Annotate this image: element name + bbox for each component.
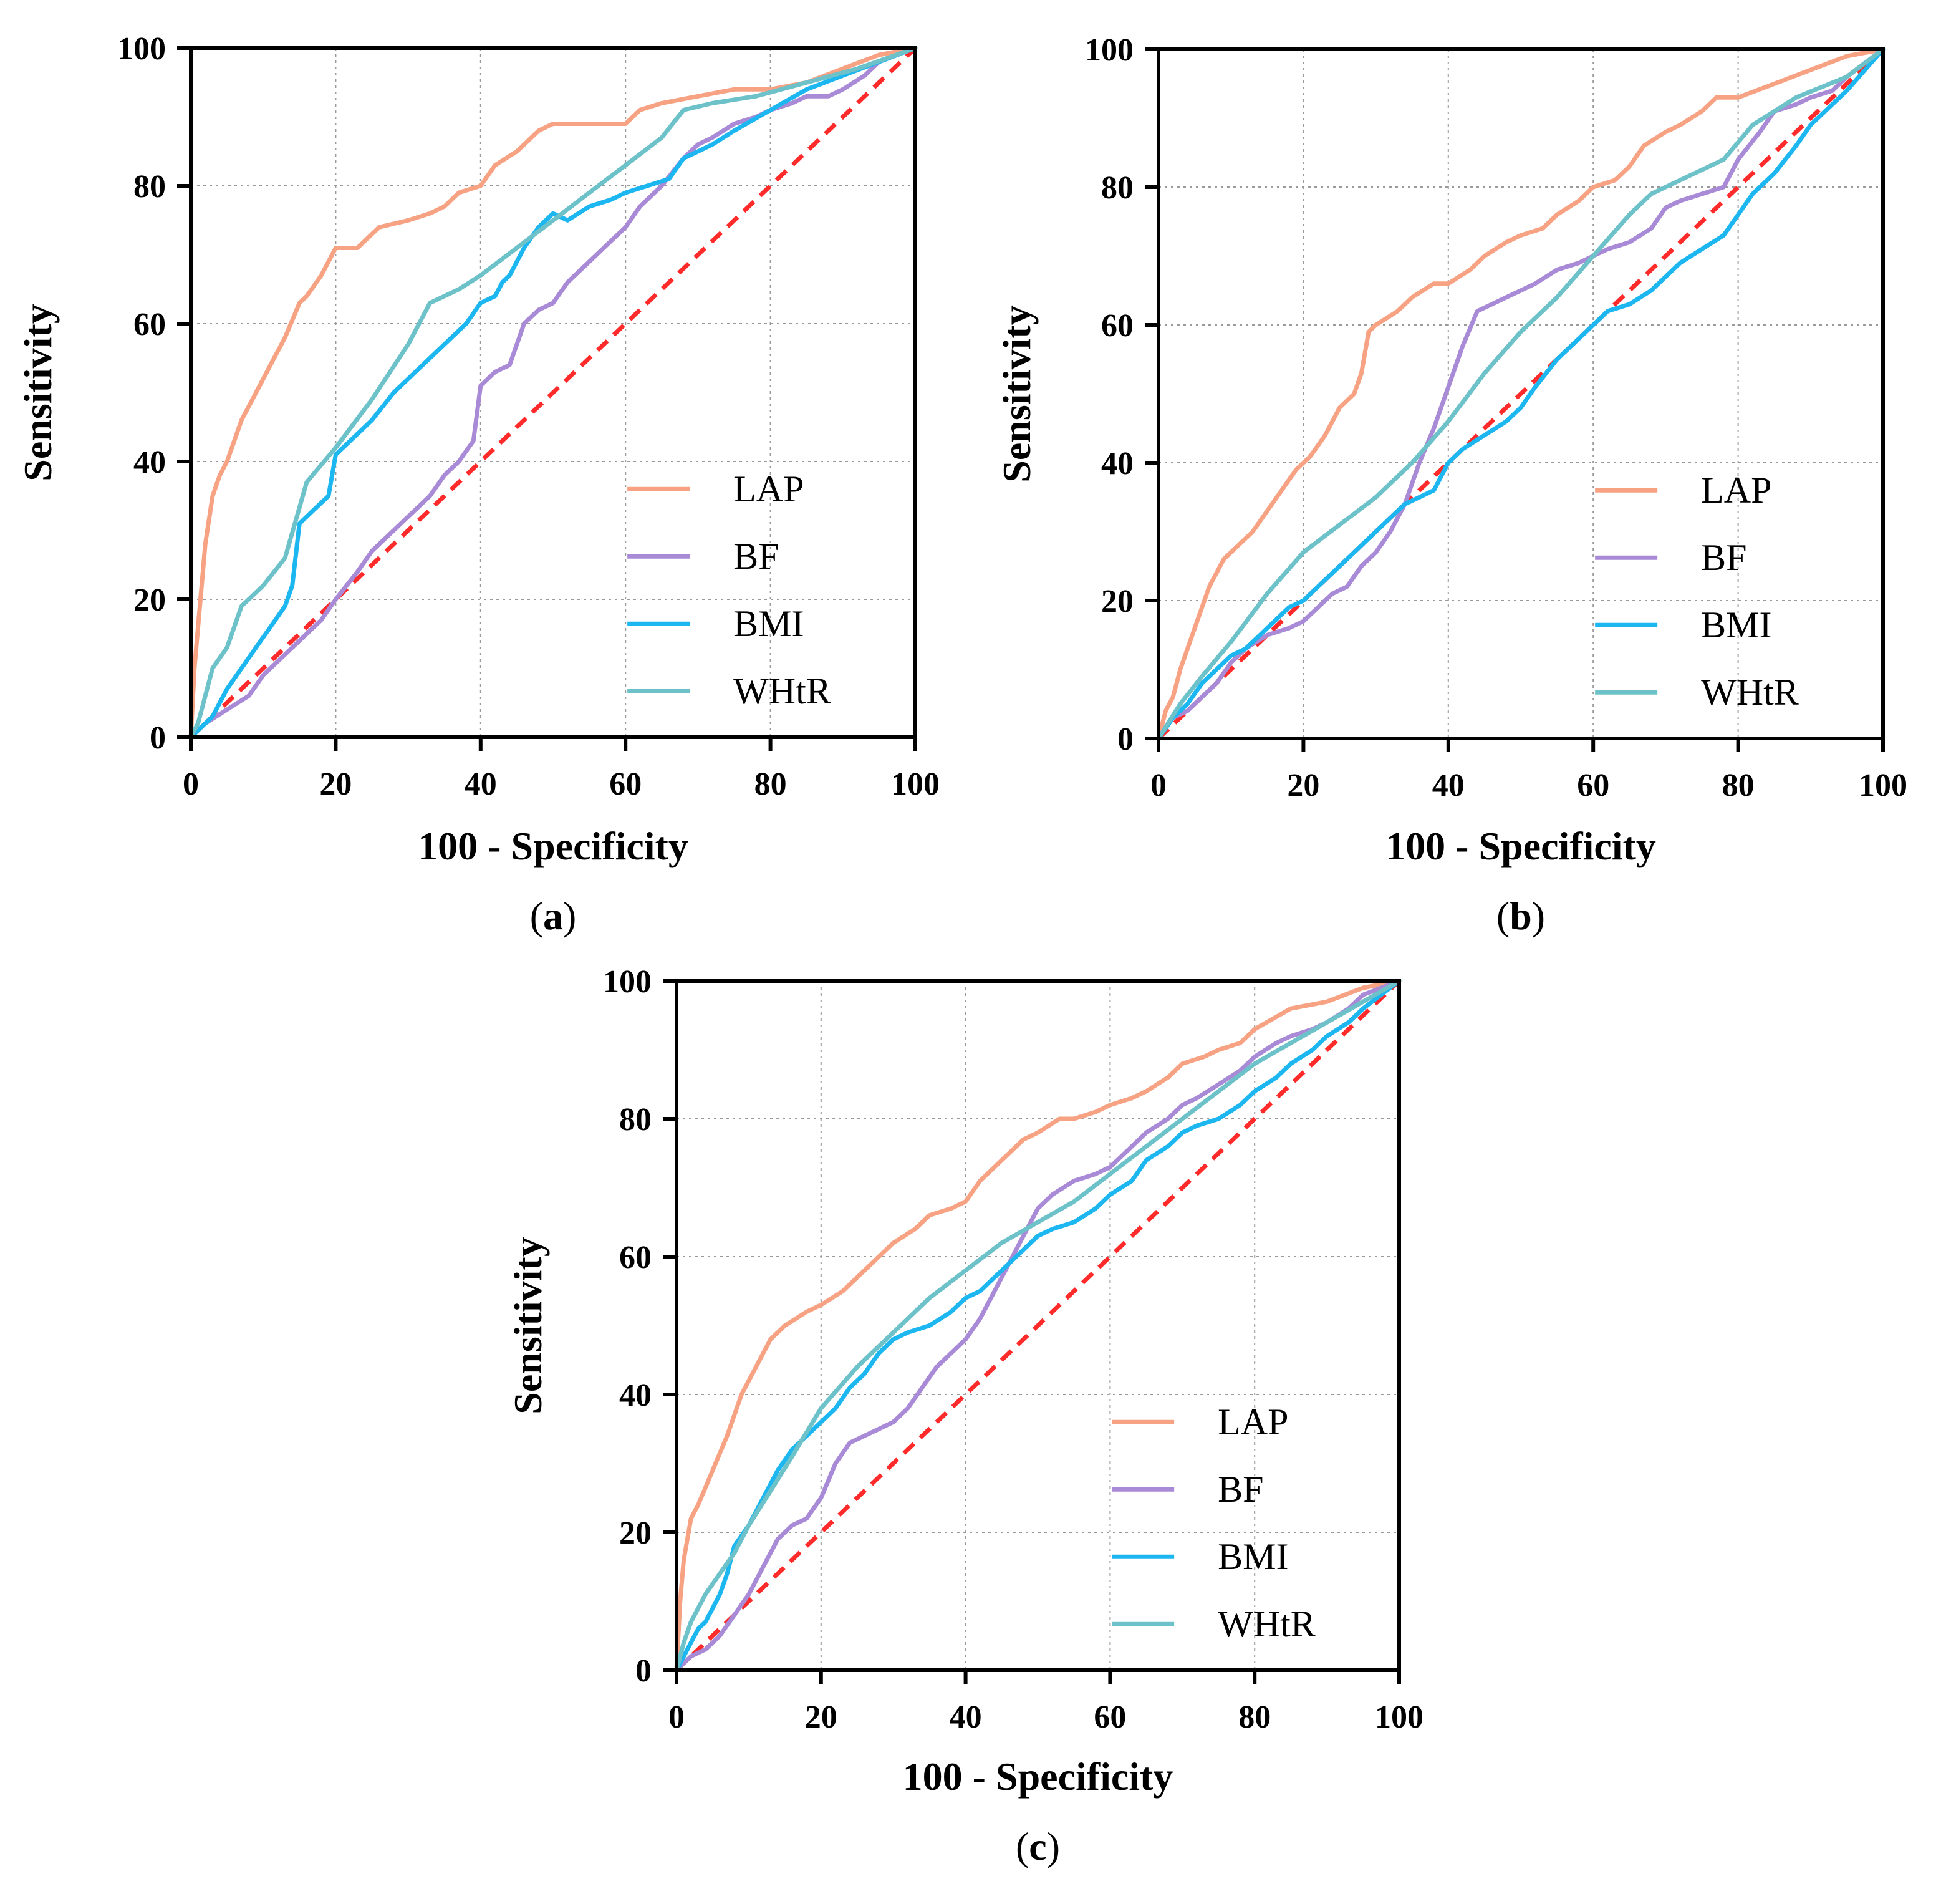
panel-c: 0 20 40 60 80 100 0 20 40 60 80 100 100 - Specificit…: [506, 964, 1424, 1868]
y-tick-label: 80: [133, 169, 166, 205]
panel-b: 0 20 40 60 80 100 0 20 40 60 80 100 100 - Specificit…: [995, 32, 1907, 938]
y-tick-label: 80: [1101, 170, 1134, 206]
y-axis-title: Sensitivity: [995, 305, 1039, 482]
x-tick-label: 0: [1150, 768, 1167, 803]
x-axis-title: 100 - Specificity: [1385, 824, 1656, 868]
x-tick-label: 20: [805, 1699, 837, 1735]
x-tick-label: 20: [1287, 768, 1319, 803]
x-tick-label: 100: [1859, 768, 1907, 803]
legend: LAP BF BMI WHtR: [627, 468, 831, 712]
reference-line: [189, 46, 917, 739]
reference-line: [1157, 47, 1885, 740]
reference-line: [675, 979, 1401, 1672]
x-tick-label: 100: [1375, 1699, 1424, 1735]
plot-frame: [675, 979, 1401, 1672]
y-tick-label: 20: [133, 582, 166, 618]
x-tick-label: 100: [891, 766, 940, 802]
plot-frame: [189, 46, 917, 739]
y-tick-label: 20: [619, 1515, 652, 1551]
y-tick-label: 100: [117, 31, 166, 67]
legend-label-lap: LAP: [1218, 1401, 1288, 1442]
legend-label-bmi: BMI: [733, 603, 804, 644]
y-tick-label: 40: [133, 445, 166, 480]
y-tick-label: 100: [603, 964, 652, 1000]
y-tick-label: 0: [635, 1653, 652, 1689]
series-line-bmi: [188, 46, 918, 740]
series-line-lap: [1156, 47, 1886, 741]
plot-frame: [1157, 47, 1885, 740]
legend: LAP BF BMI WHtR: [1595, 470, 1799, 713]
series-line-bf: [1156, 47, 1886, 741]
legend-label-bf: BF: [1701, 537, 1746, 578]
panel-label: (c): [1016, 1824, 1060, 1868]
x-tick-label: 60: [1094, 1699, 1126, 1735]
panel-label: (b): [1496, 894, 1545, 938]
series-line-lap: [188, 46, 918, 740]
x-tick-label: 80: [754, 766, 787, 802]
x-tick-label: 60: [609, 766, 642, 802]
panel-label: (a): [530, 894, 577, 938]
legend: LAP BF BMI WHtR: [1112, 1401, 1316, 1645]
y-tick-label: 60: [619, 1240, 652, 1275]
series-line-bf: [674, 979, 1402, 1673]
legend-label-bf: BF: [1218, 1469, 1263, 1510]
y-tick-label: 40: [1101, 446, 1134, 481]
legend-label-whtr: WHtR: [733, 670, 831, 712]
x-tick-label: 60: [1577, 768, 1609, 803]
y-tick-label: 0: [1117, 722, 1134, 757]
legend-label-lap: LAP: [1701, 470, 1771, 511]
legend-label-bf: BF: [733, 536, 779, 577]
y-tick-label: 100: [1085, 32, 1134, 68]
x-tick-label: 0: [668, 1699, 685, 1735]
y-tick-label: 20: [1101, 584, 1134, 619]
series-line-bmi: [1156, 47, 1886, 741]
y-tick-label: 60: [133, 307, 166, 342]
x-axis-title: 100 - Specificity: [418, 824, 688, 868]
x-tick-label: 20: [319, 766, 352, 802]
y-axis-title: Sensitivity: [506, 1237, 550, 1414]
series-line-whtr: [188, 46, 918, 740]
y-tick-label: 80: [619, 1102, 652, 1138]
series-line-lap: [674, 979, 1402, 1673]
x-tick-label: 80: [1238, 1699, 1271, 1735]
legend-label-whtr: WHtR: [1701, 672, 1799, 713]
legend-label-lap: LAP: [733, 468, 804, 510]
x-tick-label: 40: [950, 1699, 982, 1735]
x-tick-label: 40: [1432, 768, 1465, 803]
x-tick-label: 40: [465, 766, 497, 802]
y-tick-label: 0: [150, 720, 166, 756]
series-line-whtr: [674, 979, 1402, 1673]
y-tick-label: 40: [619, 1378, 652, 1413]
y-axis-title: Sensitivity: [16, 304, 60, 481]
panel-a: 0 20 40 60 80 100 0 20 40 60 80 100 100 - Specificit…: [16, 31, 940, 938]
x-tick-label: 80: [1722, 768, 1755, 803]
x-tick-label: 0: [183, 766, 199, 802]
legend-label-bmi: BMI: [1218, 1536, 1288, 1577]
y-tick-label: 60: [1101, 308, 1134, 344]
legend-label-bmi: BMI: [1701, 604, 1771, 645]
series-line-whtr: [1156, 47, 1886, 741]
x-axis-title: 100 - Specificity: [903, 1754, 1173, 1799]
legend-label-whtr: WHtR: [1218, 1603, 1316, 1645]
